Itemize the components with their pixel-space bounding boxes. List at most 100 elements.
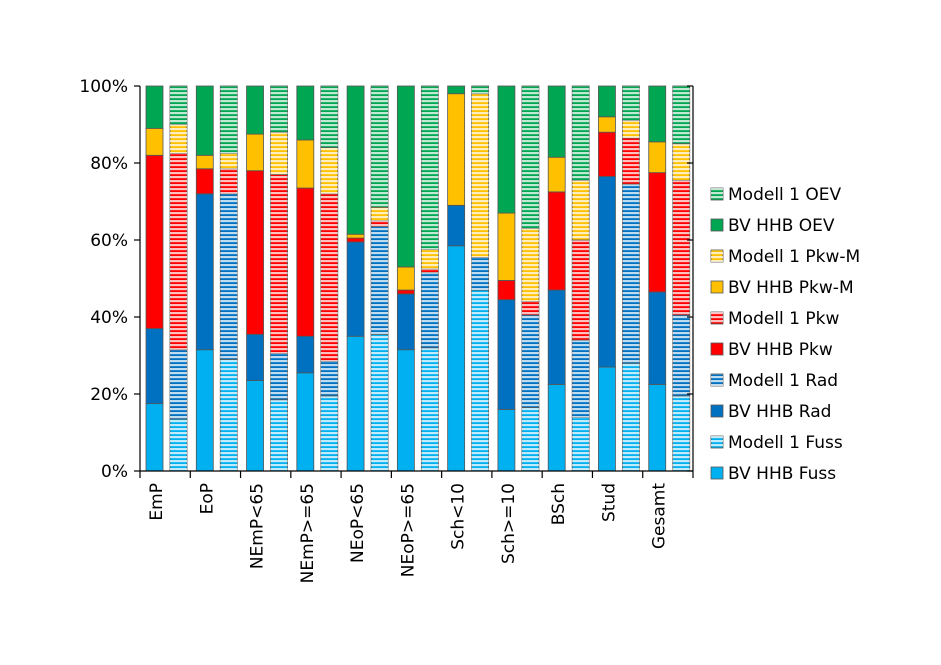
bar-gesamt-bv-hhb-pkw (648, 172, 667, 293)
bar-bsch-bv-hhb-rad (547, 289, 566, 385)
bar-eop-modell-1-fuss-hatch (220, 359, 238, 471)
x-category-label-stud: Stud (599, 483, 619, 522)
legend: Modell 1 OEV BV HHB OEV Modell 1 Pkw-M BV H… (710, 185, 860, 484)
bar-bsch-bv-hhb-fuss (547, 383, 566, 472)
bar-emp-modell-1-pkw-hatch (170, 153, 187, 350)
legend-label: BV HHB Rad (728, 402, 831, 422)
legend-item-modell-1-pkw: Modell 1 Pkw (710, 309, 839, 329)
bar-stud-modell-1-oev-hatch (622, 86, 640, 121)
bar-emp-modell-1-fuss-hatch (170, 419, 187, 471)
bar-emp-modell-1-pkw-m-hatch (170, 124, 187, 154)
bar-nemp-65-bv-hhb-fuss (246, 380, 264, 472)
y-tick-label: 60% (90, 231, 128, 251)
y-tick-label: 0% (101, 462, 128, 482)
bar-sch-10-modell-1-pkw-m-hatch (471, 93, 489, 258)
bar-sch-10-bv-hhb-oev (497, 85, 516, 214)
bar-nemp-65-bv-hhb-oev (246, 85, 264, 135)
bar-sch-10-bv-hhb-fuss (447, 245, 466, 472)
legend-label: Modell 1 Fuss (728, 433, 843, 453)
bar-neop-65-modell-1-pkw-m-hatch (371, 207, 389, 221)
bar-sch-10-bv-hhb-pkw (497, 280, 516, 301)
x-category-label-emp: EmP (147, 483, 167, 521)
bar-bsch-modell-1-oev-hatch (572, 86, 590, 181)
bar-bsch-modell-1-rad-hatch (572, 340, 590, 418)
bar-neop-65-bv-hhb-oev (396, 85, 415, 268)
bar-eop-modell-1-pkw-m-hatch (220, 153, 238, 169)
legend-label: Modell 1 Rad (728, 371, 838, 391)
bar-neop-65-bv-hhb-pkw-m (396, 266, 415, 291)
legend-label: Modell 1 Pkw (728, 309, 839, 329)
bar-gesamt-modell-1-oev-hatch (672, 86, 690, 144)
legend-item-modell-1-oev: Modell 1 OEV (710, 185, 842, 205)
bar-emp-bv-hhb-rad (145, 328, 164, 405)
x-category-label-sch-10: Sch<10 (449, 483, 469, 550)
y-tick-label: 80% (90, 154, 128, 174)
bar-nemp-65-modell-1-rad-hatch (270, 353, 288, 400)
bar-neop-65-modell-1-oev-hatch (421, 86, 439, 250)
bar-nemp-65-modell-1-pkw-hatch (270, 174, 288, 354)
bar-emp-modell-1-rad-hatch (170, 349, 187, 420)
legend-label: Modell 1 OEV (728, 185, 842, 205)
bar-nemp-65-bv-hhb-fuss (296, 372, 315, 472)
bar-bsch-modell-1-fuss-hatch (572, 417, 590, 471)
legend-label: Modell 1 Pkw-M (728, 247, 860, 267)
bar-neop-65-bv-hhb-oev (346, 85, 365, 235)
legend-swatch-hatch (711, 436, 723, 448)
bar-neop-65-modell-1-fuss-hatch (421, 347, 439, 471)
bar-nemp-65-bv-hhb-rad (246, 333, 264, 381)
bar-neop-65-bv-hhb-rad (346, 241, 365, 337)
legend-swatch-hatch (711, 250, 723, 262)
bar-neop-65-modell-1-oev-hatch (371, 86, 389, 208)
bar-eop-modell-1-oev-hatch (220, 86, 238, 154)
bar-bsch-bv-hhb-pkw-m (547, 156, 566, 193)
x-category-label-neop-65: NEoP<65 (348, 483, 368, 563)
bar-gesamt-modell-1-pkw-m-hatch (672, 143, 690, 181)
bar-sch-10-bv-hhb-pkw-m (497, 212, 516, 281)
bar-emp-bv-hhb-pkw-m (145, 127, 164, 156)
bar-sch-10-bv-hhb-rad (497, 299, 516, 410)
bar-eop-bv-hhb-pkw-m (195, 154, 214, 170)
x-category-label-neop-65: NEoP>=65 (398, 483, 418, 577)
bar-emp-bv-hhb-oev (145, 85, 164, 129)
x-category-label-nemp-65: NEmP<65 (248, 483, 268, 569)
bar-bsch-bv-hhb-oev (547, 85, 566, 158)
legend-item-modell-1-pkw-m: Modell 1 Pkw-M (710, 247, 860, 267)
bar-neop-65-bv-hhb-fuss (396, 349, 415, 472)
x-category-label-bsch: BSch (549, 483, 569, 525)
bar-eop-bv-hhb-rad (195, 193, 214, 351)
legend-swatch (710, 218, 724, 232)
bar-stud-modell-1-pkw-m-hatch (622, 120, 640, 138)
bar-bsch-bv-hhb-pkw (547, 191, 566, 291)
bar-sch-10-modell-1-fuss-hatch (471, 290, 489, 471)
bar-sch-10-bv-hhb-fuss (497, 408, 516, 472)
bar-sch-10-bv-hhb-oev (447, 85, 466, 95)
bar-stud-bv-hhb-rad (598, 176, 616, 368)
bar-neop-65-modell-1-pkw-hatch (371, 220, 389, 227)
bar-emp-modell-1-oev-hatch (170, 86, 187, 125)
bar-sch-10-modell-1-rad-hatch (471, 257, 489, 291)
bar-stud-modell-1-pkw-hatch (622, 137, 640, 185)
bar-sch-10-modell-1-pkw-hatch (521, 301, 539, 316)
bar-nemp-65-modell-1-pkw-hatch (320, 193, 338, 362)
y-tick-label: 40% (90, 308, 128, 328)
x-category-label-gesamt: Gesamt (650, 483, 670, 549)
x-category-label-nemp-65: NEmP>=65 (298, 483, 318, 583)
bar-nemp-65-modell-1-fuss-hatch (270, 399, 288, 471)
bar-eop-modell-1-rad-hatch (220, 193, 238, 360)
legend-item-bv-hhb-oev: BV HHB OEV (710, 216, 835, 236)
bar-neop-65-modell-1-fuss-hatch (371, 334, 389, 471)
bar-eop-bv-hhb-fuss (195, 349, 214, 472)
bar-emp-bv-hhb-fuss (145, 403, 164, 472)
x-category-label-sch-10: Sch>=10 (499, 483, 519, 564)
bar-gesamt-bv-hhb-oev (648, 85, 667, 143)
bar-gesamt-modell-1-fuss-hatch (672, 395, 690, 471)
bar-neop-65-modell-1-pkw-hatch (421, 268, 439, 273)
y-axis: 0% 20% 40% 60% 80% 100% (79, 77, 694, 482)
legend-swatch (710, 466, 724, 480)
bar-sch-10-bv-hhb-pkw-m (447, 93, 466, 206)
legend-item-bv-hhb-fuss: BV HHB Fuss (710, 464, 836, 484)
bar-neop-65-bv-hhb-rad (396, 293, 415, 351)
legend-swatch (710, 404, 724, 418)
legend-swatch-hatch (711, 312, 723, 324)
